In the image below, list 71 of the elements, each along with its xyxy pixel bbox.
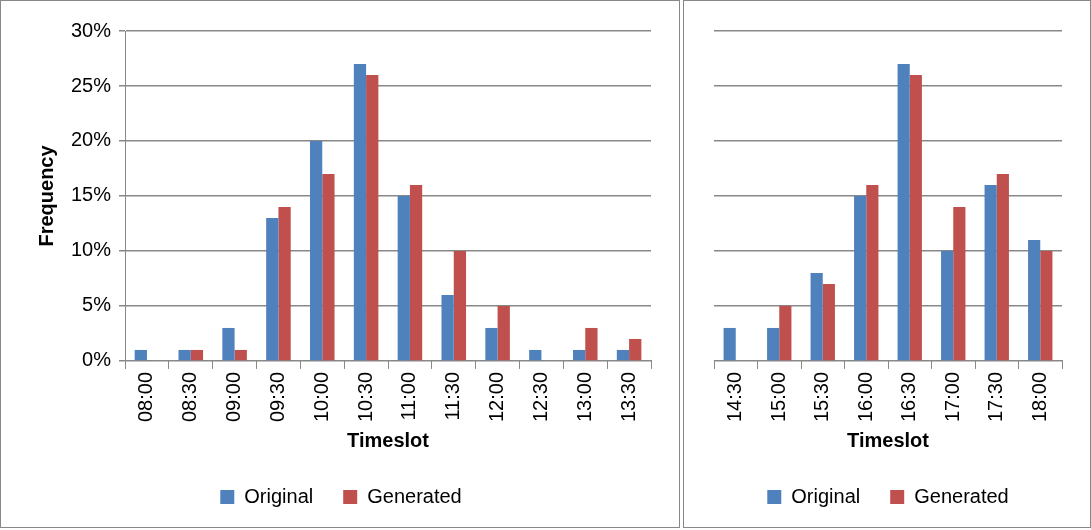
x-tick-label: 16:00: [853, 371, 876, 423]
x-tick-label: 10:00: [309, 371, 332, 423]
x-tick-label: 18:00: [1027, 371, 1050, 423]
bar: [616, 349, 630, 361]
bar: [953, 206, 966, 361]
bar: [322, 173, 335, 361]
bar: [409, 184, 423, 361]
x-tick-label: 11:30: [441, 371, 464, 421]
bar: [1028, 239, 1041, 361]
bar: [453, 250, 467, 361]
x-tick-label: 13:30: [616, 371, 639, 423]
legend-label: Generated: [367, 484, 462, 507]
y-tick-label: 25%: [71, 73, 112, 96]
bar: [854, 195, 867, 361]
y-tick-label: 0%: [82, 348, 112, 371]
bar: [397, 195, 410, 361]
bar: [941, 250, 954, 361]
bar: [134, 349, 147, 361]
x-tick-label: 14:30: [723, 371, 746, 423]
x-tick-label: 15:00: [766, 371, 789, 423]
x-tick-label: 16:30: [897, 371, 920, 423]
x-tick-label: 08:00: [134, 371, 157, 423]
bar: [178, 349, 191, 361]
bar: [353, 64, 367, 361]
x-tick-label: 17:00: [940, 371, 963, 423]
bar: [234, 349, 247, 361]
x-axis-title: Timeslot: [347, 428, 430, 451]
x-tick-label: 13:00: [572, 371, 595, 423]
y-tick-label: 5%: [82, 293, 112, 316]
bar: [572, 349, 586, 361]
x-tick-label: 09:30: [265, 371, 288, 423]
bar: [629, 338, 642, 361]
y-tick-label: 10%: [71, 238, 112, 261]
y-axis-title: Frequency: [34, 144, 57, 247]
bar: [222, 327, 235, 361]
bar: [529, 349, 542, 361]
bar: [266, 217, 279, 361]
bar: [278, 206, 291, 361]
y-tick-label: 20%: [71, 128, 112, 151]
x-tick-label: 12:30: [528, 371, 551, 423]
bar: [485, 327, 498, 361]
x-tick-label: 12:00: [485, 371, 508, 423]
x-tick-label: 10:30: [353, 371, 376, 423]
bar: [497, 305, 510, 361]
x-tick-label: 09:00: [222, 371, 245, 423]
x-axis-title: Timeslot: [847, 428, 930, 451]
bar: [822, 283, 835, 361]
bar: [779, 305, 792, 361]
legend-label: Original: [791, 484, 861, 507]
x-tick-label: 08:30: [178, 371, 201, 423]
legend-label: Original: [244, 484, 314, 507]
x-tick-label: 11:00: [397, 371, 420, 421]
bar: [897, 64, 910, 361]
bar: [996, 173, 1009, 361]
legend-label: Generated: [914, 484, 1009, 507]
bar: [1040, 250, 1053, 361]
bar: [810, 272, 823, 361]
x-tick-label: 17:30: [984, 371, 1007, 423]
bar: [909, 74, 922, 361]
x-tick-label: 15:30: [810, 371, 833, 423]
bar: [310, 140, 323, 361]
y-tick-label: 30%: [71, 18, 112, 41]
bar: [767, 327, 780, 361]
bar: [366, 74, 379, 361]
bar: [190, 349, 204, 361]
y-tick-label: 15%: [71, 183, 112, 206]
bar: [441, 294, 454, 361]
bar: [984, 184, 997, 361]
bar: [866, 184, 879, 361]
bar: [585, 327, 598, 361]
bar: [723, 327, 736, 361]
